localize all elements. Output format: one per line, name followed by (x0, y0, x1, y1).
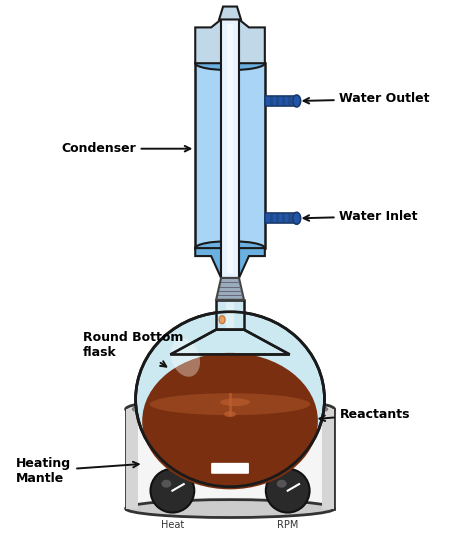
FancyBboxPatch shape (199, 458, 261, 480)
Bar (282, 213, 285, 223)
Text: RPM: RPM (277, 520, 299, 530)
Bar (276, 96, 279, 106)
Ellipse shape (136, 312, 325, 486)
Ellipse shape (126, 500, 335, 517)
Ellipse shape (162, 480, 172, 488)
Bar (221, 19, 239, 278)
Bar (270, 96, 273, 106)
Text: Water Inlet: Water Inlet (303, 210, 418, 223)
Bar (265, 213, 297, 223)
Polygon shape (239, 19, 265, 63)
Polygon shape (195, 19, 221, 63)
Ellipse shape (195, 56, 265, 70)
Text: Condenser: Condenser (61, 142, 190, 155)
Bar (226, 302, 234, 328)
Text: Heat: Heat (161, 520, 184, 530)
Text: Water Outlet: Water Outlet (303, 92, 430, 106)
Bar (322, 409, 335, 508)
Ellipse shape (195, 241, 265, 255)
Ellipse shape (126, 398, 335, 420)
Ellipse shape (151, 469, 194, 513)
Ellipse shape (220, 398, 250, 406)
FancyBboxPatch shape (211, 463, 249, 474)
Ellipse shape (292, 95, 301, 107)
Polygon shape (195, 248, 221, 278)
Ellipse shape (224, 411, 236, 417)
Ellipse shape (142, 353, 318, 489)
Ellipse shape (133, 401, 328, 417)
Bar (282, 96, 285, 106)
Ellipse shape (292, 213, 301, 224)
Bar (126, 409, 335, 508)
Text: Heating
Mantle: Heating Mantle (16, 457, 138, 485)
Bar (288, 213, 291, 223)
Bar (195, 63, 265, 248)
Bar (126, 409, 137, 508)
Ellipse shape (150, 393, 310, 415)
Bar (265, 96, 297, 106)
Bar (216, 300, 244, 329)
Polygon shape (170, 329, 290, 355)
Bar (227, 25, 233, 273)
Ellipse shape (171, 338, 200, 377)
Text: Reactants: Reactants (319, 407, 410, 421)
Bar (276, 213, 279, 223)
Ellipse shape (219, 316, 225, 324)
Ellipse shape (266, 469, 310, 513)
Ellipse shape (277, 480, 287, 488)
Polygon shape (239, 248, 265, 278)
Polygon shape (219, 6, 241, 19)
Text: Round Bottom
flask: Round Bottom flask (83, 331, 183, 367)
Bar (270, 213, 273, 223)
Polygon shape (216, 278, 244, 300)
Bar (288, 96, 291, 106)
